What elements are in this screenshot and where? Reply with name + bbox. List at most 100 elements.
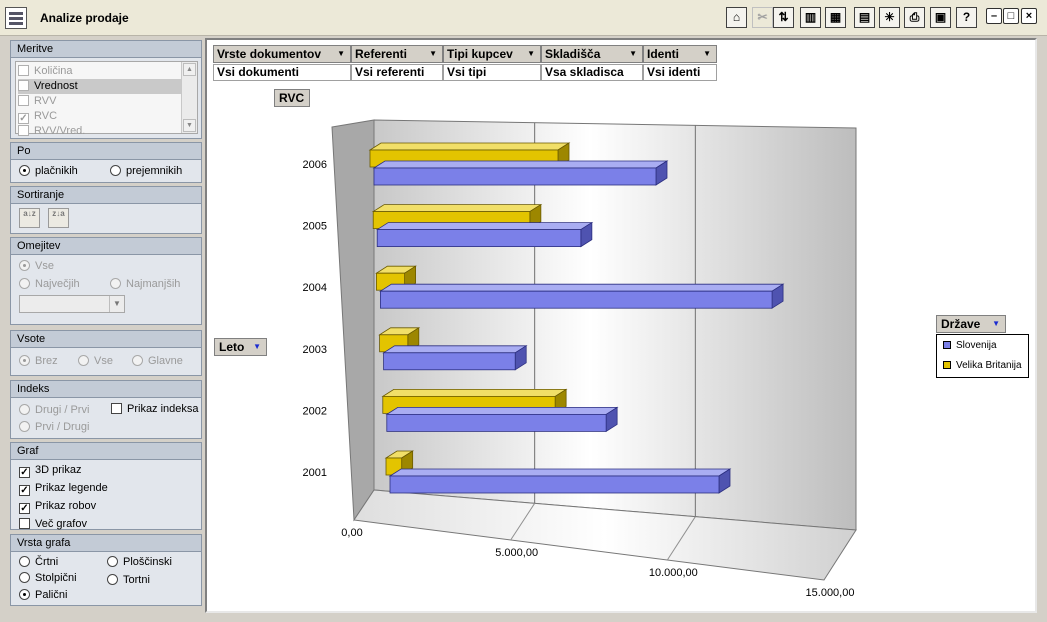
y-tick-label: 2003: [303, 344, 327, 356]
filter-header[interactable]: Referenti ▼: [351, 45, 443, 63]
radio-icon: [110, 165, 121, 176]
title-bar: Analize prodaje ⌂ ✂ ⇅ ▥ ▦ ▤ ✳ ⎙ ▣? – □ ×: [0, 0, 1047, 36]
panel-graf: Graf ✓ 3D prikaz ✓ Prikaz legende ✓ Prikaz ro…: [10, 442, 202, 530]
chevron-down-icon[interactable]: ▼: [703, 49, 711, 58]
export-icon[interactable]: ▣: [930, 7, 951, 28]
home-icon[interactable]: ⌂: [726, 7, 747, 28]
checkbox-icon[interactable]: [18, 65, 29, 76]
filter-header-label: Vrste dokumentov: [217, 47, 322, 61]
clear-filter-icon[interactable]: ✂: [752, 7, 773, 28]
filter-header[interactable]: Vrste dokumentov ▼: [213, 45, 351, 63]
checkbox-icon[interactable]: [18, 80, 29, 91]
panel-vsote-title: Vsote: [11, 331, 201, 348]
radio-prejemnikih[interactable]: prejemnikih: [110, 163, 182, 179]
radio-placnikih[interactable]: plačnikih: [19, 163, 78, 179]
panel-po-title: Po: [11, 143, 201, 160]
checkbox-graf-option[interactable]: ✓ Prikaz robov: [19, 498, 96, 514]
help-icon[interactable]: ?: [956, 7, 977, 28]
filter-value[interactable]: Vsi identi: [643, 64, 717, 81]
minimize-icon[interactable]: –: [986, 8, 1002, 24]
print-icon[interactable]: ⎙: [904, 7, 925, 28]
checkbox-icon[interactable]: [18, 125, 29, 136]
measure-chip[interactable]: RVC: [274, 89, 310, 107]
table-icon[interactable]: ▦: [825, 7, 846, 28]
chevron-down-icon[interactable]: ▼: [337, 49, 345, 58]
scroll-up-icon[interactable]: ▲: [183, 63, 196, 76]
chart-left-wall: [331, 119, 375, 522]
sort-descending-icon[interactable]: z↓a: [48, 208, 69, 228]
filter-header[interactable]: Identi ▼: [643, 45, 717, 63]
radio-drugi-prvi[interactable]: Drugi / Prvi: [19, 402, 89, 418]
pivot-icon[interactable]: ⇅: [773, 7, 794, 28]
measures-scrollbar[interactable]: ▲ ▼: [181, 62, 197, 133]
measure-item[interactable]: ✓ RVC: [18, 109, 183, 124]
measures-list[interactable]: Količina Vrednost RVV ✓ RVC RVV/Vred. ▲ ▼: [15, 61, 198, 137]
chevron-down-icon[interactable]: ▼: [629, 49, 637, 58]
radio-stolpicni[interactable]: Stolpični: [19, 570, 77, 586]
radio-najmanjsih[interactable]: Najmanjših: [110, 276, 180, 292]
checkbox-icon: [111, 403, 122, 414]
bar-velika-britanija-top: [371, 204, 543, 213]
radio-vse-label: Vse: [35, 260, 54, 272]
radio-checked-icon: [19, 165, 30, 176]
sort-ascending-icon[interactable]: a↓z: [19, 208, 40, 228]
bar-slovenija-top: [385, 406, 619, 415]
measure-item[interactable]: RVV: [18, 94, 183, 109]
bar-slovenija: [373, 167, 657, 186]
chevron-down-icon[interactable]: ▼: [992, 319, 1000, 328]
radio-prvi-drugi[interactable]: Prvi / Drugi: [19, 419, 89, 435]
radio-ploscinski[interactable]: Ploščinski: [107, 554, 172, 570]
wizard-icon[interactable]: ✳: [879, 7, 900, 28]
measure-item[interactable]: RVV/Vred.: [18, 124, 183, 139]
legend-label: Velika Britanija: [956, 360, 1022, 371]
radio-palicni[interactable]: Palični: [19, 587, 67, 603]
filter-header[interactable]: Skladišča ▼: [541, 45, 643, 63]
chevron-down-icon[interactable]: ▼: [527, 49, 535, 58]
bar-slovenija: [386, 413, 607, 432]
chevron-down-icon[interactable]: ▼: [253, 342, 261, 351]
measure-item-label: Količina: [34, 65, 73, 77]
radio-vse[interactable]: Vse: [19, 258, 54, 274]
measure-item[interactable]: Vrednost: [18, 79, 183, 94]
checkbox-prikaz-indeksa[interactable]: Prikaz indeksa: [111, 401, 199, 417]
close-icon[interactable]: ×: [1021, 8, 1037, 24]
radio-crtni[interactable]: Črtni: [19, 554, 58, 570]
panel-vrsta-grafa: Vrsta grafa Črtni Ploščinski Stolpični T…: [10, 534, 202, 606]
radio-glavne[interactable]: Glavne: [132, 353, 183, 369]
checkbox-icon[interactable]: [18, 95, 29, 106]
radio-vsote-vse[interactable]: Vse: [78, 353, 113, 369]
legend-item: Slovenija: [943, 339, 997, 353]
filter-value[interactable]: Vsa skladisca: [541, 64, 643, 81]
panel-meritve: Meritve Količina Vrednost RVV ✓ RVC RVV/Vred.…: [10, 40, 202, 139]
filter-header-label: Tipi kupcev: [447, 47, 513, 61]
filter-value[interactable]: Vsi dokumenti: [213, 64, 351, 81]
radio-najvecjih[interactable]: Največjih: [19, 276, 80, 292]
chevron-down-icon[interactable]: ▼: [429, 49, 437, 58]
radio-palicni-label: Palični: [35, 589, 68, 601]
maximize-icon[interactable]: □: [1003, 8, 1019, 24]
chevron-down-icon[interactable]: ▼: [109, 296, 124, 312]
checkbox-checked-icon[interactable]: ✓: [18, 113, 29, 124]
checkbox-graf-option[interactable]: Več grafov: [19, 516, 87, 532]
filter-header-label: Skladišča: [545, 47, 601, 61]
radio-prejemnikih-label: prejemnikih: [126, 165, 183, 177]
radio-tortni[interactable]: Tortni: [107, 572, 150, 588]
document-icon[interactable]: ▤: [854, 7, 875, 28]
measure-item[interactable]: Količina: [18, 64, 183, 79]
row-field-leto[interactable]: Leto ▼: [214, 338, 267, 356]
bar-chart-icon[interactable]: ▥: [800, 7, 821, 28]
bar-slovenija-top: [379, 283, 785, 292]
radio-icon: [19, 556, 30, 567]
radio-icon: [19, 404, 30, 415]
bar-slovenija-top: [372, 160, 669, 169]
filter-value[interactable]: Vsi tipi: [443, 64, 541, 81]
limit-count-combo[interactable]: ▼: [19, 295, 125, 313]
checkbox-graf-option[interactable]: ✓ Prikaz legende: [19, 480, 108, 496]
checkbox-graf-option[interactable]: ✓ 3D prikaz: [19, 462, 81, 478]
scroll-down-icon[interactable]: ▼: [183, 119, 196, 132]
filter-value[interactable]: Vsi referenti: [351, 64, 443, 81]
radio-brez[interactable]: Brez: [19, 353, 58, 369]
checkbox-prikaz-indeksa-label: Prikaz indeksa: [127, 403, 199, 415]
series-field-drzave[interactable]: Države ▼: [936, 315, 1006, 333]
filter-header[interactable]: Tipi kupcev ▼: [443, 45, 541, 63]
